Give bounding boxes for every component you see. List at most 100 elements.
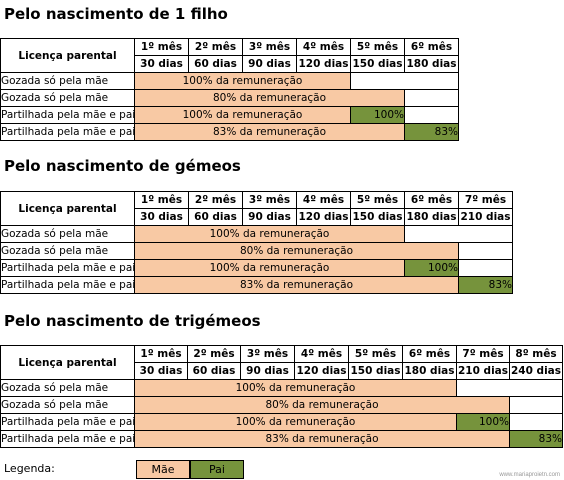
mae-bar: 80% da remuneração [134,89,405,107]
month-header: 1º mês [134,191,189,209]
days-header: 180 dias [402,362,457,380]
month-header: 3º mês [242,38,297,56]
days-header: 90 dias [240,362,295,380]
days-header: 120 dias [294,362,349,380]
empty-cell [350,72,459,90]
table-row: Gozada só pela mãe 100% da remuneração [0,72,459,90]
mae-bar: 80% da remuneração [134,396,510,414]
days-header: 150 dias [350,55,405,73]
days-header: 180 dias [404,55,459,73]
month-header: 5º mês [350,38,405,56]
month-header: 3º mês [240,345,295,363]
table-row: Partilhada pela mãe e pai 83% da remuner… [0,123,459,141]
section-title-trigemeos: Pelo nascimento de trigémeos [4,312,261,330]
empty-cell [404,89,459,107]
watermark: www.mariaproietn.com [499,472,560,478]
month-header: 7º mês [456,345,510,363]
row-label: Gozada só pela mãe [0,89,135,107]
row-label: Gozada só pela mãe [0,72,135,90]
empty-cell [404,225,513,243]
row-label: Gozada só pela mãe [0,396,135,414]
month-header: 3º mês [242,191,297,209]
table-1-filho: Licença parental 1º mês 2º mês 3º mês 4º… [0,38,459,141]
mae-bar: 100% da remuneração [134,225,405,243]
month-header: 6º mês [402,345,457,363]
table-row: Gozada só pela mãe 80% da remuneração [0,242,513,260]
mae-bar: 100% da remuneração [134,259,405,277]
month-header: 2º mês [188,191,243,209]
pai-bar: 83% [458,276,513,294]
table-row: Partilhada pela mãe e pai 83% da remuner… [0,276,513,294]
month-header: 4º mês [294,345,349,363]
row-label: Gozada só pela mãe [0,379,135,397]
section-title-1-filho: Pelo nascimento de 1 filho [4,5,228,23]
month-header: 2º mês [188,38,243,56]
empty-cell [456,379,563,397]
empty-cell [458,242,513,260]
days-header: 210 dias [458,208,513,226]
month-header: 7º mês [458,191,513,209]
mae-bar: 100% da remuneração [134,413,457,431]
mae-bar: 83% da remuneração [134,430,510,448]
month-header: 6º mês [404,38,459,56]
table-row: Gozada só pela mãe 80% da remuneração [0,89,459,107]
days-header: 30 dias [134,208,189,226]
mae-bar: 83% da remuneração [134,123,405,141]
header-licenca: Licença parental [0,191,135,226]
legend-label: Legenda: [4,462,55,475]
mae-bar: 83% da remuneração [134,276,459,294]
legend-pai: Pai [190,460,244,479]
pai-bar: 83% [404,123,459,141]
row-label: Partilhada pela mãe e pai [0,430,135,448]
pai-bar: 100% [456,413,510,431]
days-header: 120 dias [296,55,351,73]
empty-cell [509,396,563,414]
legend-mae: Mãe [136,460,190,479]
empty-cell [458,259,513,277]
days-header: 30 dias [134,55,189,73]
empty-cell [404,106,459,124]
row-label: Gozada só pela mãe [0,242,135,260]
mae-bar: 100% da remuneração [134,72,351,90]
table-row: Partilhada pela mãe e pai 100% da remune… [0,106,459,124]
pai-bar: 100% [350,106,405,124]
header-licenca: Licença parental [0,345,135,380]
month-header: 2º mês [187,345,241,363]
days-header: 90 dias [242,55,297,73]
table-gemeos: Licença parental 1º mês 2º mês 3º mês 4º… [0,191,513,294]
row-label: Partilhada pela mãe e pai [0,259,135,277]
days-header: 30 dias [134,362,188,380]
days-header: 180 dias [404,208,459,226]
days-header: 60 dias [187,362,241,380]
pai-bar: 100% [404,259,459,277]
month-header: 6º mês [404,191,459,209]
days-header: 120 dias [296,208,351,226]
row-label: Partilhada pela mãe e pai [0,413,135,431]
mae-bar: 80% da remuneração [134,242,459,260]
table-row: Gozada só pela mãe 80% da remuneração [0,396,563,414]
row-label: Partilhada pela mãe e pai [0,123,135,141]
section-title-gemeos: Pelo nascimento de gémeos [4,157,241,175]
mae-bar: 100% da remuneração [134,106,351,124]
days-header: 210 dias [456,362,510,380]
days-header: 150 dias [348,362,403,380]
month-header: 8º mês [509,345,563,363]
days-header: 60 dias [188,208,243,226]
month-header: 5º mês [350,191,405,209]
table-row: Partilhada pela mãe e pai 100% da remune… [0,259,513,277]
empty-cell [509,413,563,431]
row-label: Partilhada pela mãe e pai [0,106,135,124]
table-trigemeos: Licença parental 1º mês 2º mês 3º mês 4º… [0,345,563,448]
mae-bar: 100% da remuneração [134,379,457,397]
table-row: Partilhada pela mãe e pai 100% da remune… [0,413,563,431]
month-header: 4º mês [296,38,351,56]
row-label: Partilhada pela mãe e pai [0,276,135,294]
table-row: Gozada só pela mãe 100% da remuneração [0,225,513,243]
header-licenca: Licença parental [0,38,135,73]
month-header: 4º mês [296,191,351,209]
table-row: Partilhada pela mãe e pai 83% da remuner… [0,430,563,448]
month-header: 1º mês [134,38,189,56]
days-header: 150 dias [350,208,405,226]
days-header: 240 dias [509,362,563,380]
month-header: 5º mês [348,345,403,363]
